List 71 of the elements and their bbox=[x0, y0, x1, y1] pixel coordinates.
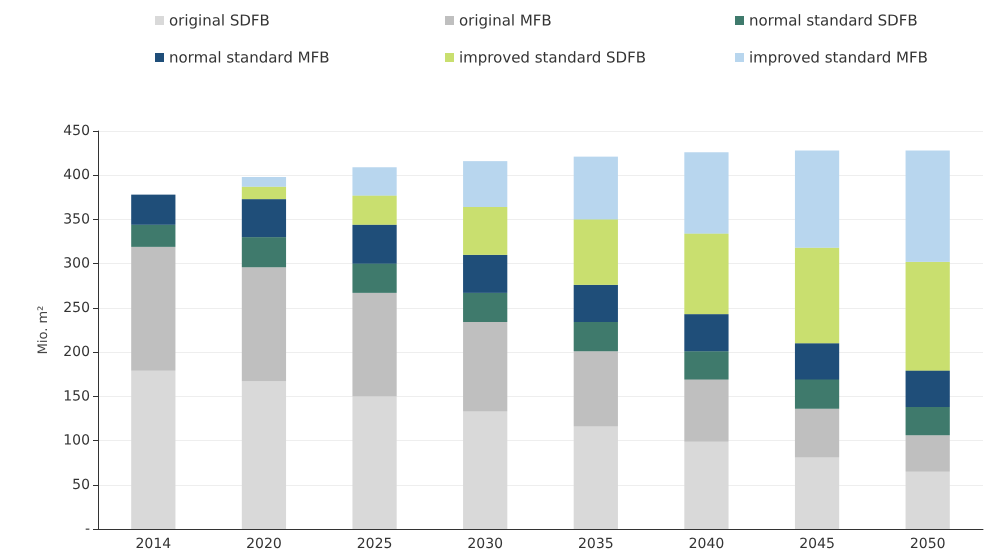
y-tick-label: 250 bbox=[63, 300, 90, 316]
bar bbox=[131, 224, 176, 247]
bar bbox=[574, 284, 618, 322]
legend-label: original SDFB bbox=[169, 12, 270, 30]
x-tick-label: 2045 bbox=[799, 536, 835, 552]
y-tick-label: 400 bbox=[63, 167, 90, 184]
bar bbox=[574, 156, 618, 220]
y-tick-label: 350 bbox=[63, 211, 90, 228]
x-tick-label: 2035 bbox=[578, 536, 614, 552]
x-tick-label: 2025 bbox=[356, 536, 392, 552]
y-tick-label: 300 bbox=[63, 256, 90, 272]
bar bbox=[906, 435, 950, 472]
bar bbox=[574, 426, 618, 529]
bar bbox=[684, 314, 729, 352]
bar bbox=[463, 254, 508, 293]
y-tick-label: 50 bbox=[72, 476, 90, 493]
bar bbox=[463, 292, 508, 322]
bar bbox=[906, 472, 950, 529]
y-tick-label: - bbox=[84, 521, 90, 537]
bar bbox=[574, 322, 618, 352]
y-tick-label: 200 bbox=[63, 344, 90, 360]
bar bbox=[352, 396, 397, 529]
legend-label: improved standard SDFB bbox=[459, 48, 646, 66]
legend-label: normal standard MFB bbox=[169, 48, 330, 66]
bar bbox=[794, 343, 840, 380]
bar bbox=[352, 292, 397, 396]
bar bbox=[906, 262, 950, 371]
y-tick-label: 100 bbox=[63, 432, 90, 449]
bar bbox=[131, 246, 176, 371]
bar bbox=[794, 408, 840, 458]
x-tick-label: 2050 bbox=[910, 536, 946, 552]
bar bbox=[242, 186, 286, 200]
bar bbox=[242, 176, 286, 187]
bar bbox=[242, 267, 286, 382]
bar bbox=[574, 219, 618, 285]
bar bbox=[684, 380, 729, 442]
bar bbox=[684, 152, 729, 234]
bar bbox=[906, 370, 950, 407]
bar bbox=[131, 194, 176, 225]
bar bbox=[794, 457, 840, 529]
bar bbox=[463, 161, 508, 208]
bar bbox=[906, 150, 950, 262]
legend-label: original MFB bbox=[459, 12, 552, 30]
bar bbox=[684, 234, 729, 314]
bar bbox=[242, 199, 286, 238]
bar bbox=[684, 441, 729, 529]
bar bbox=[131, 370, 176, 529]
y-axis-title: Mio. m² bbox=[36, 306, 51, 354]
x-tick-label: 2014 bbox=[135, 536, 172, 552]
bar bbox=[242, 237, 286, 268]
y-tick-label: 450 bbox=[63, 123, 90, 139]
y-tick-label: 150 bbox=[63, 388, 90, 404]
bar bbox=[574, 351, 618, 426]
bar bbox=[352, 167, 397, 196]
legend-label: improved standard MFB bbox=[749, 48, 928, 66]
x-tick-label: 2030 bbox=[467, 536, 504, 552]
bar bbox=[794, 248, 840, 344]
bar bbox=[906, 406, 950, 436]
bar bbox=[463, 411, 508, 529]
bar bbox=[794, 380, 840, 409]
bar bbox=[463, 322, 508, 412]
bar bbox=[352, 224, 397, 264]
bar bbox=[463, 207, 508, 255]
bar bbox=[352, 264, 397, 293]
x-tick-label: 2020 bbox=[246, 536, 282, 552]
bar bbox=[242, 381, 286, 529]
bar bbox=[684, 351, 729, 380]
bar bbox=[352, 196, 397, 225]
legend-label: normal standard SDFB bbox=[749, 12, 918, 30]
bar bbox=[794, 150, 840, 248]
x-tick-label: 2040 bbox=[688, 536, 724, 552]
